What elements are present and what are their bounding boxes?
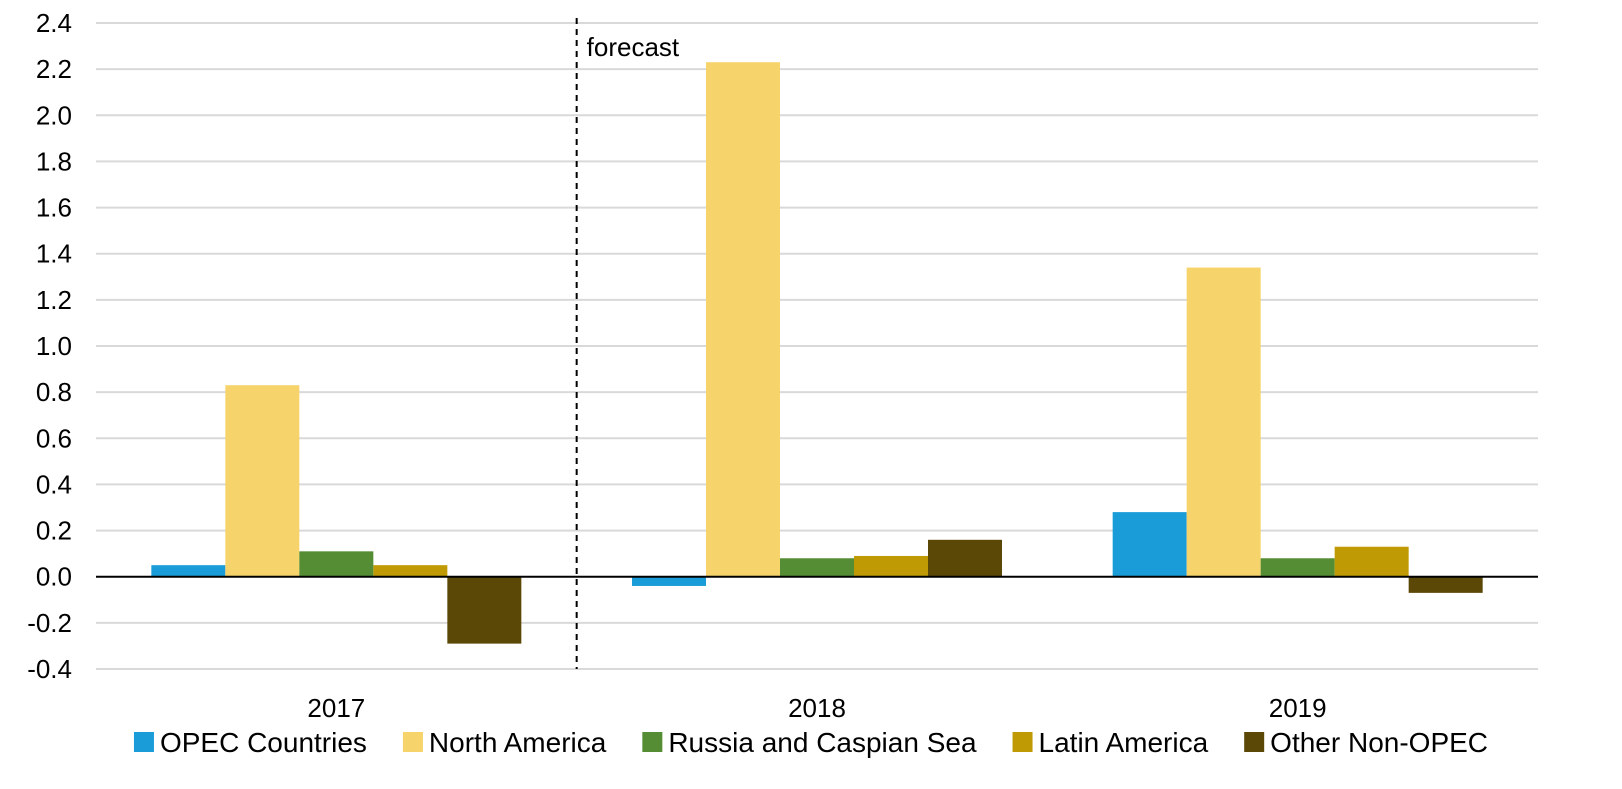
y-tick-label: 0.6	[36, 423, 72, 453]
bar-other-non-opec-2017	[447, 576, 522, 644]
y-axis-ticks: -0.4 -0.2 0.0 0.2 0.4 0.6 0.8 1.0 1.2 1.4 1.6 1.8 2.…	[27, 8, 72, 684]
x-category-label: 2018	[788, 693, 846, 723]
bar-latin-america-2018	[854, 555, 928, 577]
bar-north-america-2017	[225, 385, 300, 577]
legend-item-other-non-opec: Other Non-OPEC	[1244, 727, 1488, 758]
bar-other-non-opec-2018	[928, 539, 1002, 577]
legend-swatch	[402, 732, 423, 752]
bars	[151, 62, 1483, 644]
y-tick-label: 2.0	[36, 100, 72, 130]
y-tick-label: 1.8	[36, 146, 72, 176]
bar-other-non-opec-2019	[1408, 576, 1483, 593]
bar-opec-countries-2017	[151, 565, 226, 577]
y-tick-label: -0.2	[27, 608, 72, 638]
y-tick-label: 1.4	[36, 239, 72, 269]
legend-swatch	[1012, 732, 1033, 752]
bar-north-america-2018	[706, 62, 780, 577]
y-tick-label: 0.4	[36, 469, 72, 499]
bar-latin-america-2019	[1334, 546, 1409, 577]
bar-russia-and-caspian-sea-2019	[1260, 558, 1335, 577]
y-tick-label: 0.8	[36, 377, 72, 407]
legend-item-north-america: North America	[402, 727, 607, 758]
y-tick-label: 2.2	[36, 54, 72, 84]
legend-swatch	[642, 732, 663, 752]
legend-swatch	[133, 732, 154, 752]
bar-opec-countries-2018	[632, 576, 706, 586]
legend-label: North America	[429, 727, 607, 758]
legend: OPEC Countries North America Russia and Ca…	[133, 727, 1488, 758]
legend-label: Russia and Caspian Sea	[668, 727, 977, 758]
legend-swatch	[1244, 732, 1265, 752]
gridlines	[96, 22, 1538, 670]
y-tick-label: 1.6	[36, 193, 72, 223]
annotations: forecast	[575, 18, 680, 669]
y-tick-label: 1.0	[36, 331, 72, 361]
legend-item-russia-and-caspian-sea: Russia and Caspian Sea	[642, 727, 977, 758]
legend-label: OPEC Countries	[160, 727, 367, 758]
bar-opec-countries-2019	[1112, 512, 1187, 577]
x-category-label: 2017	[307, 693, 365, 723]
forecast-annotation: forecast	[587, 32, 680, 62]
x-category-label: 2019	[1269, 693, 1327, 723]
y-tick-label: 1.2	[36, 285, 72, 315]
bar-north-america-2019	[1186, 267, 1261, 577]
legend-label: Other Non-OPEC	[1270, 727, 1488, 758]
legend-item-latin-america: Latin America	[1012, 727, 1209, 758]
legend-label: Latin America	[1039, 727, 1209, 758]
y-tick-label: -0.4	[27, 654, 72, 684]
y-tick-label: 0.2	[36, 516, 72, 546]
bar-russia-and-caspian-sea-2018	[780, 558, 854, 577]
bar-latin-america-2017	[373, 565, 448, 577]
y-tick-label: 2.4	[36, 8, 72, 38]
x-axis-categories: 2017 2018 2019	[307, 693, 1326, 723]
bar-russia-and-caspian-sea-2017	[299, 551, 374, 577]
legend-item-opec-countries: OPEC Countries	[133, 727, 367, 758]
y-tick-label: 0.0	[36, 562, 72, 592]
